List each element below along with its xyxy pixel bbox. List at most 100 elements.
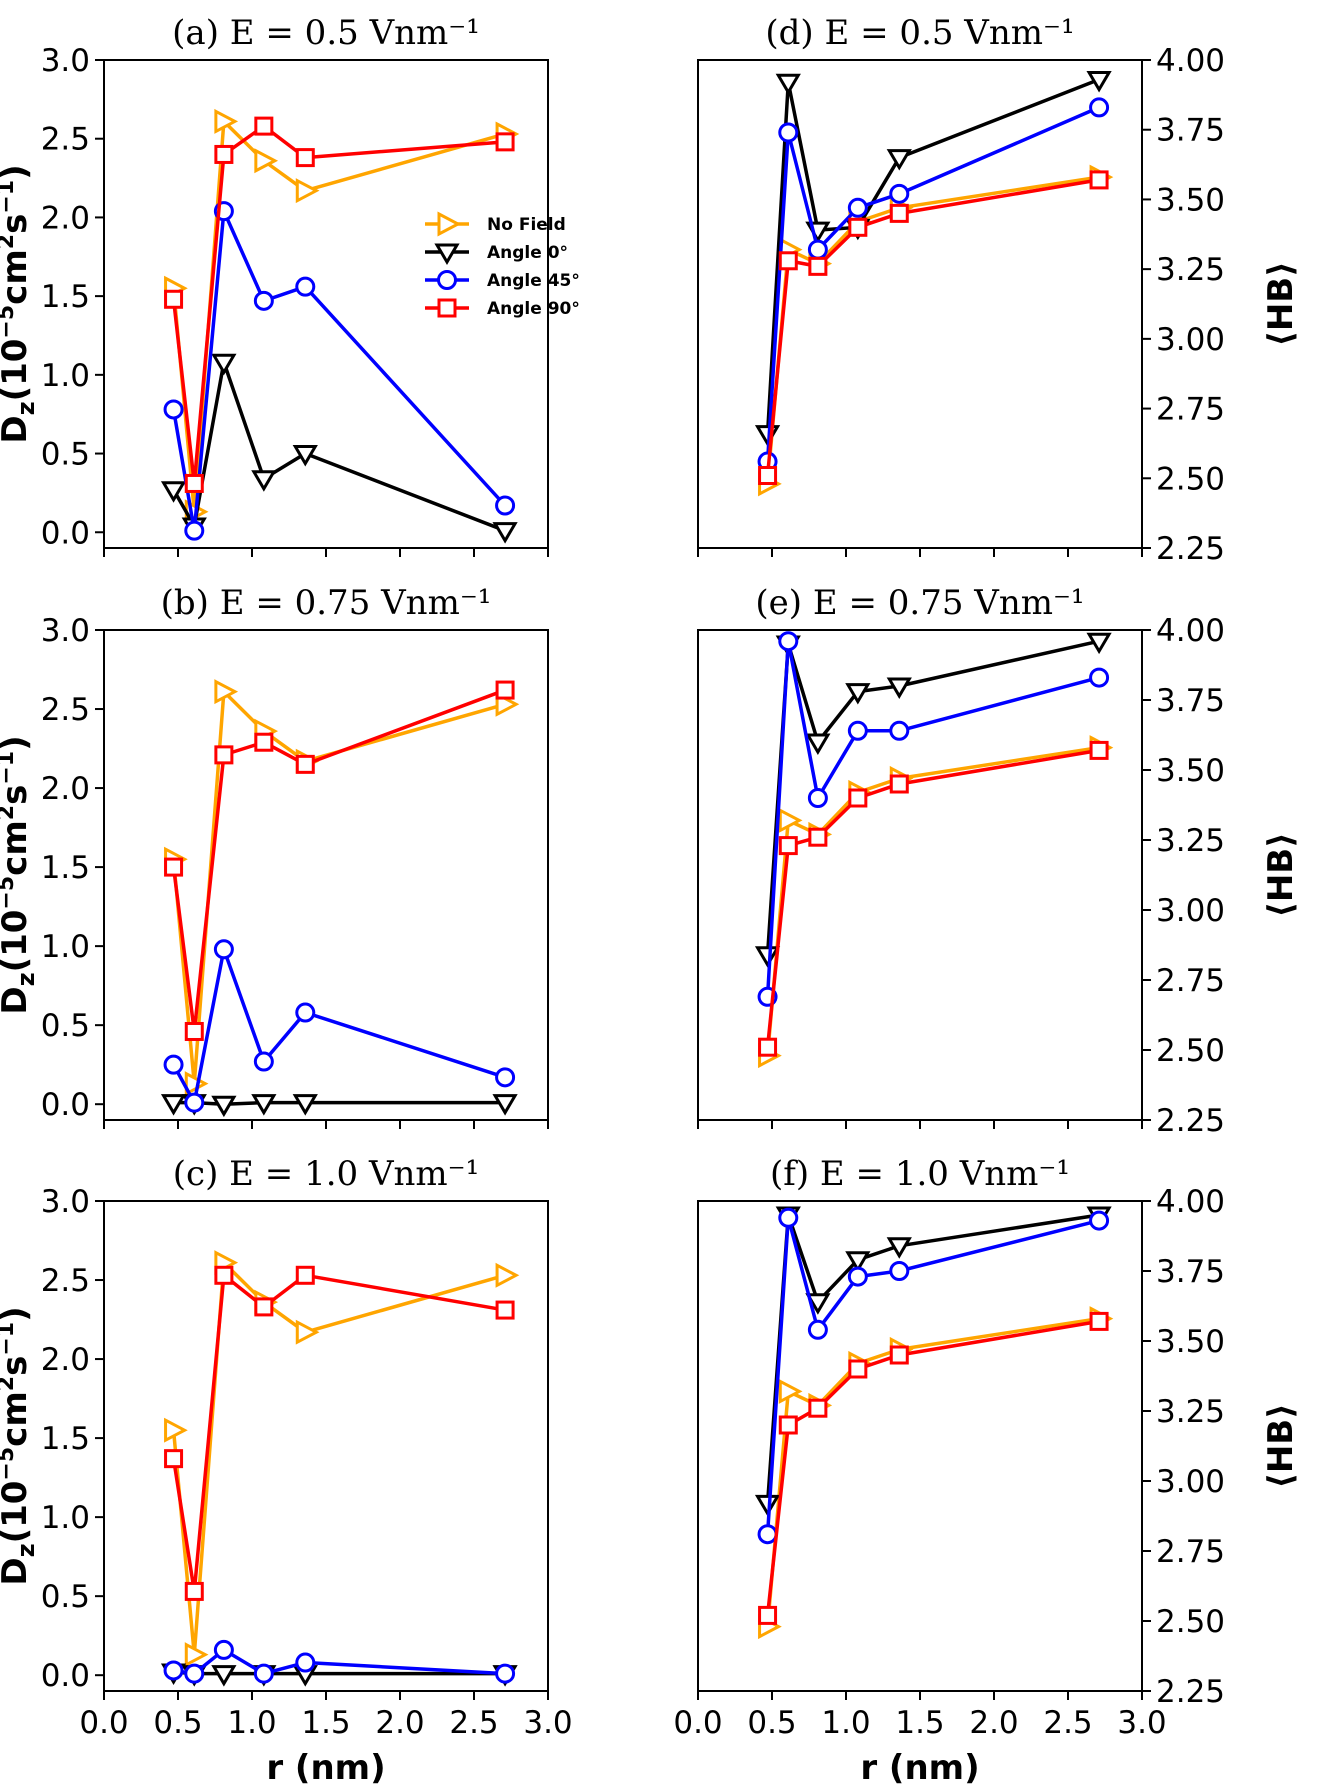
data-point [164,857,184,877]
y-axis-label-right: ⟨HB⟩ [1261,832,1301,917]
data-point [295,148,315,168]
y-tick-label: 0.5 [41,1579,90,1615]
data-point [889,1261,910,1281]
series-line [171,1260,506,1657]
data-point [886,149,912,171]
legend-marker [437,211,462,237]
x-tick-label: 2.5 [449,1705,498,1741]
y-tick-label: 2.5 [41,1263,90,1299]
y-axis-label: Dz(10−5cm2s−1) [0,164,40,443]
series-line [765,745,1100,1056]
series-line [765,748,1100,1048]
data-point [253,290,274,311]
y-tick-label: 3.75 [1156,113,1225,149]
data-point [1089,170,1109,190]
y-tick-label: 2.5 [41,692,90,728]
data-point [778,251,798,271]
y-tick-label: 3.75 [1156,683,1225,719]
y-tick-label: 2.75 [1156,963,1225,999]
data-point [492,522,518,544]
y-tick-label: 4.00 [1156,613,1225,649]
panel-d: (d) E = 0.5 Vnm⁻¹ 2.25 2.50 2.75 3.00 3.25 3.5… [697,13,1301,567]
panel-title: (c) E = 1.0 Vnm⁻¹ [173,1154,479,1194]
x-tick-label: 0.0 [673,1705,722,1741]
x-tick-label: 1.5 [301,1705,350,1741]
y-tick-label: 3.0 [41,1184,90,1220]
y-tick-label: 3.25 [1156,1394,1225,1430]
y-tick-label: 2.0 [41,1342,90,1378]
x-tick-label: 0.5 [747,1705,796,1741]
data-point [1086,71,1112,93]
data-point [214,745,234,765]
data-point [808,1398,828,1418]
y-tick-label: 1.5 [41,850,90,886]
series-line [765,1319,1100,1616]
data-point [778,631,799,652]
legend-label: Angle 0° [487,243,568,263]
plot-frame [103,1200,549,1692]
data-point [254,116,274,136]
data-point [211,353,237,376]
data-point [254,1297,274,1317]
y-tick-label: 3.75 [1156,1254,1225,1290]
data-point [889,720,910,741]
data-point [808,827,828,847]
data-point [1089,667,1110,688]
data-point [163,1054,184,1075]
legend-label: No Field [487,215,566,235]
y-tick-label: 2.50 [1156,461,1225,497]
legend: No Field Angle 0° Angle 45° Angle 90° [425,211,580,319]
y-tick-label: 3.00 [1156,893,1225,929]
data-point [889,774,909,794]
panel-title: (d) E = 0.5 Vnm⁻¹ [765,13,1074,53]
data-point [163,1660,184,1681]
data-point [295,1265,315,1285]
x-axis-label: r (nm) [266,1748,385,1784]
y-tick-label: 3.25 [1156,252,1225,288]
y-tick-label: 2.50 [1156,1604,1225,1640]
y-axis-label: Dz(10−5cm2s−1) [0,1306,40,1585]
y-tick-label: 3.0 [41,613,90,649]
data-point [164,289,184,309]
data-point [295,1652,316,1673]
y-tick-label: 3.00 [1156,322,1225,358]
data-point [295,754,315,774]
data-point [495,1663,516,1684]
legend-label: Angle 90° [487,299,580,319]
data-point [1089,97,1110,118]
data-point [848,1359,868,1379]
data-point [184,473,204,493]
data-point [1089,1311,1109,1331]
y-tick-label: 2.25 [1156,1674,1225,1710]
data-point [886,1237,912,1259]
y-tick-label: 0.5 [41,1008,90,1044]
data-point [292,445,318,467]
data-point [495,1067,516,1088]
panel-a: (a) E = 0.5 Vnm⁻¹ 0.0 0.5 1.0 1.5 2.0 2.5 3.0 Dz… [0,13,580,557]
plot-frame [103,59,549,549]
y-tick-label: 3.00 [1156,1464,1225,1500]
data-point [295,178,320,204]
x-tick-label: 2.0 [969,1705,1018,1741]
panel-title: (b) E = 0.75 Vnm⁻¹ [161,583,492,623]
x-tick-label: 1.0 [227,1705,276,1741]
data-point [495,495,516,516]
data-point [807,788,828,808]
series-line [765,178,1100,476]
x-tick-label: 3.0 [523,1705,572,1741]
series-line [171,209,507,533]
y-tick-label: 2.0 [41,200,90,236]
y-tick-label: 1.0 [41,929,90,965]
data-point [164,1449,184,1469]
y-tick-label: 2.5 [41,122,90,158]
series-line [171,1273,506,1594]
panel-title: (f) E = 1.0 Vnm⁻¹ [770,1154,1070,1194]
data-point [495,1262,520,1288]
data-point [754,946,781,968]
y-tick-label: 3.50 [1156,182,1225,218]
data-point [754,1494,781,1517]
data-point [253,1051,274,1072]
data-point [184,1663,205,1684]
